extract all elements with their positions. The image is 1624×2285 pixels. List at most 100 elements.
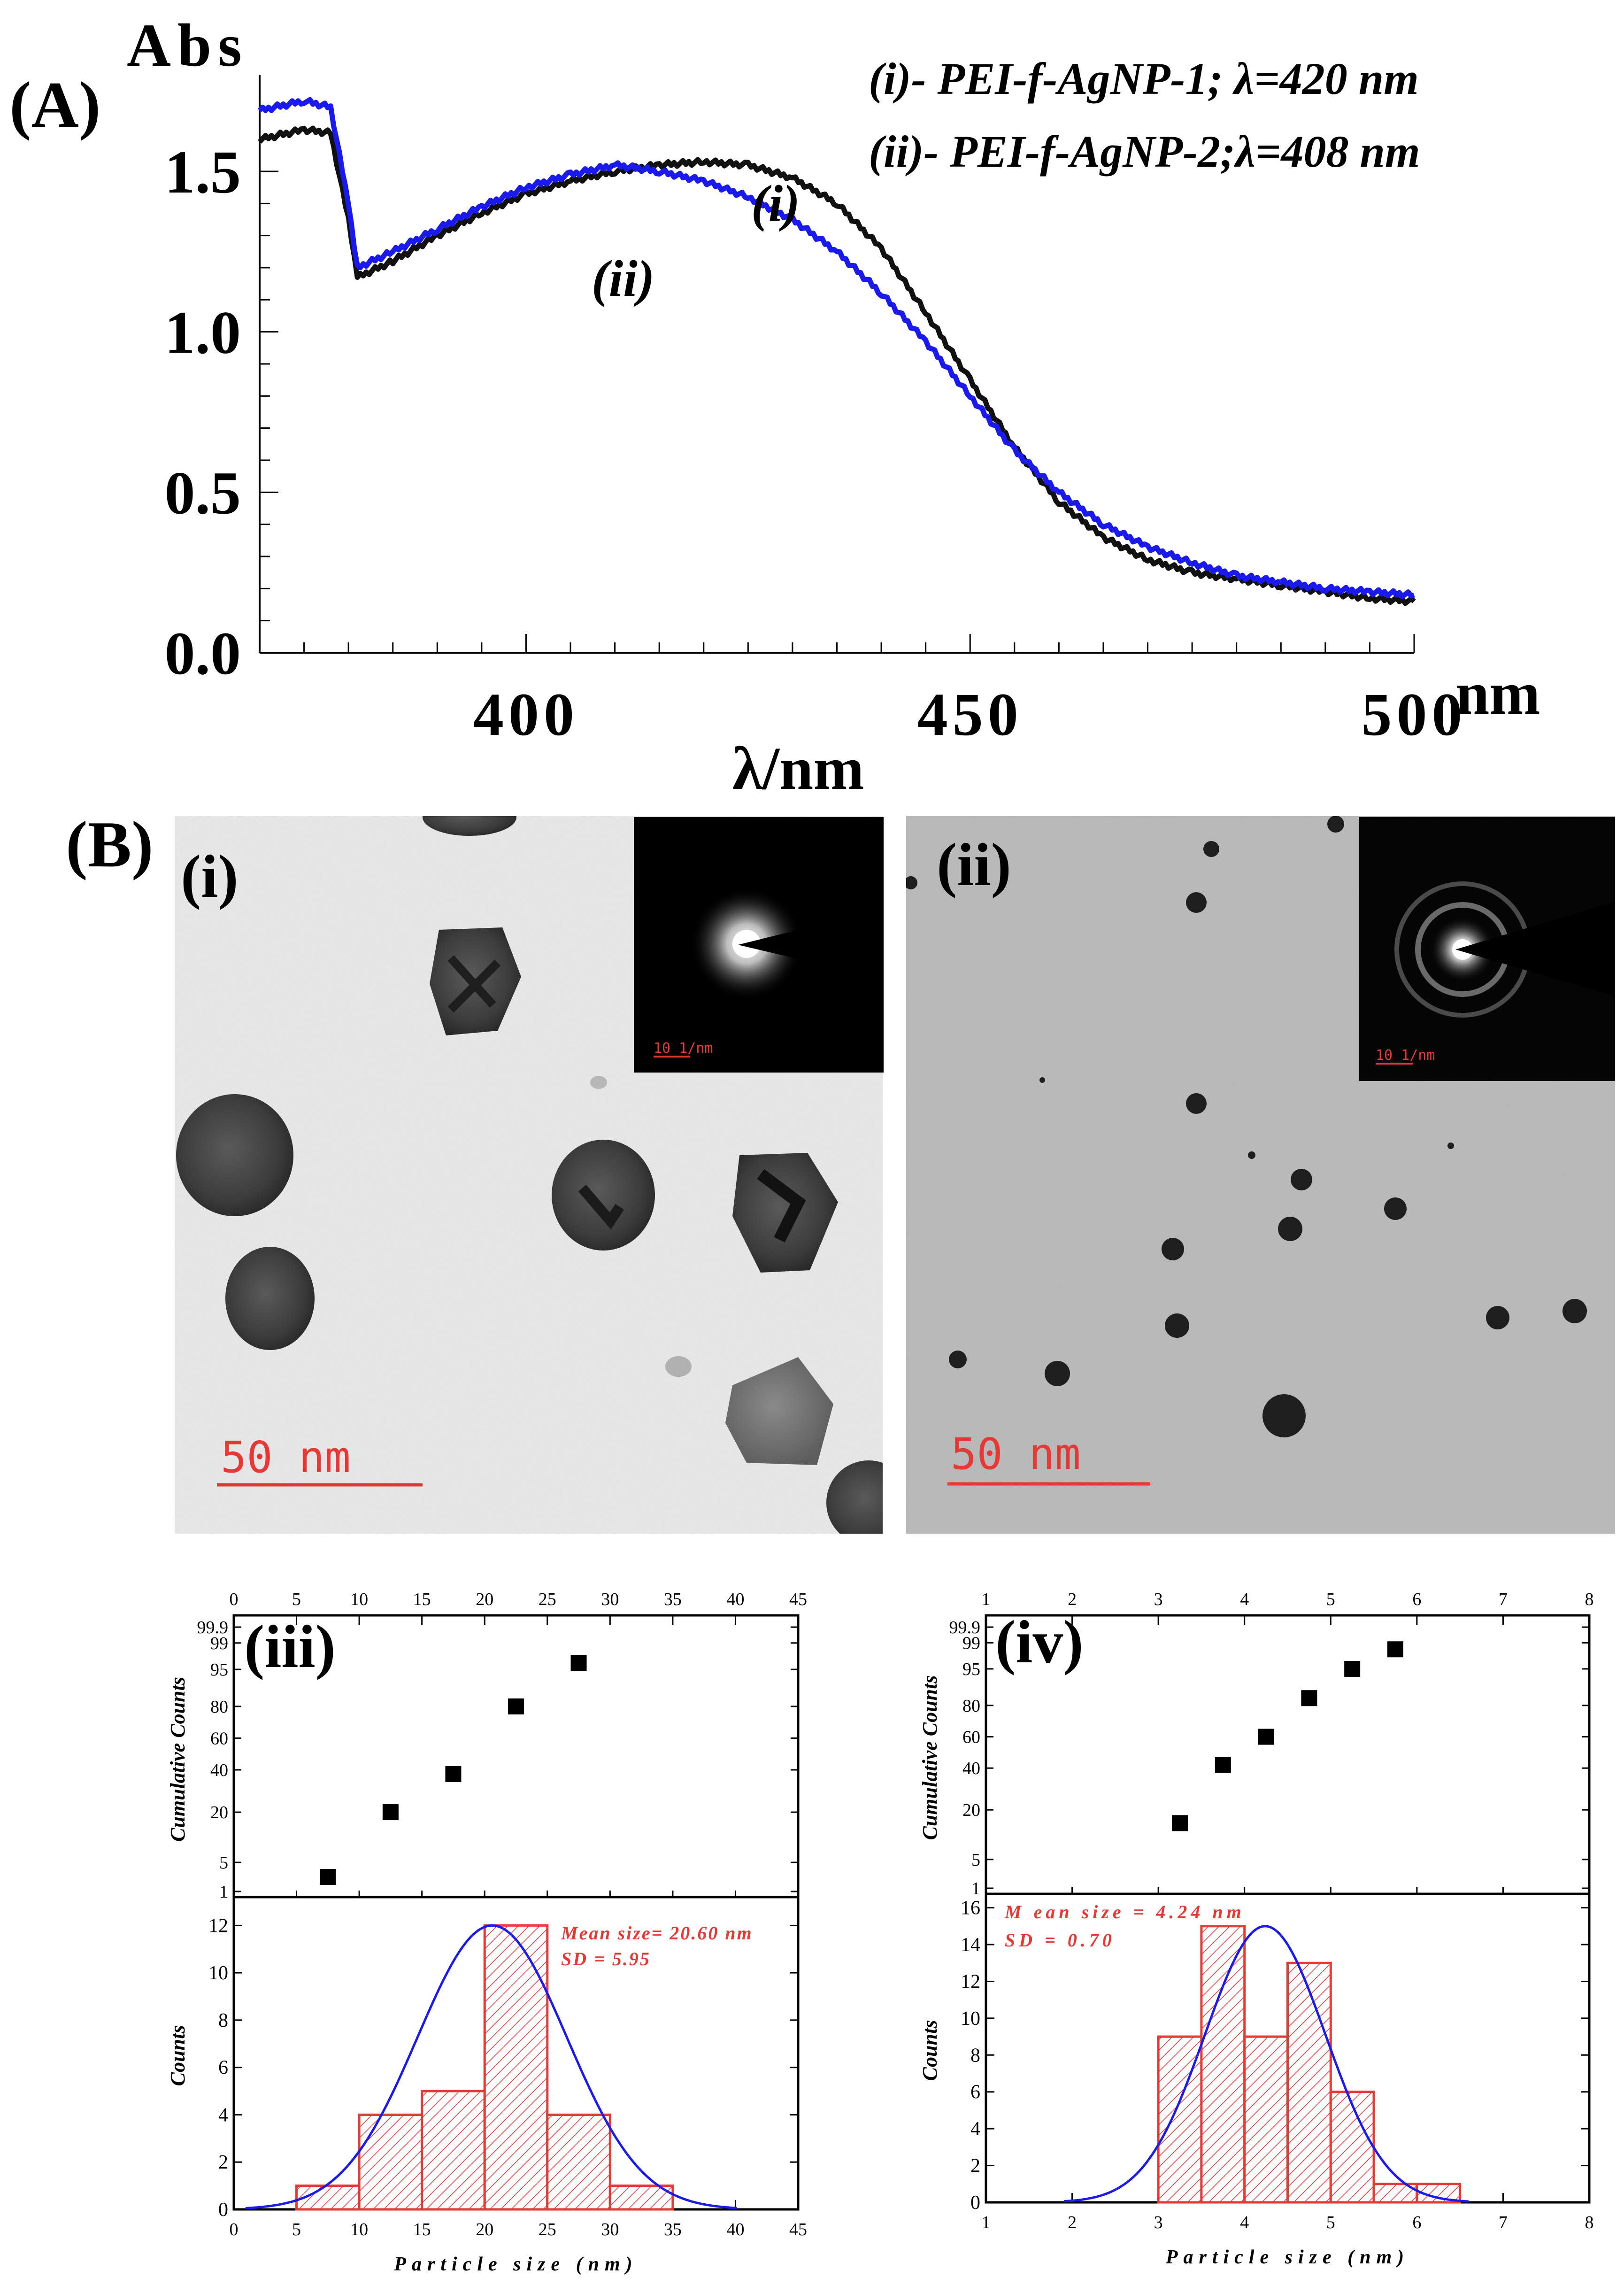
x-tick-label: 30 [601,1590,619,1609]
nanoparticle [1045,1361,1070,1386]
y-tick-label: 14 [961,1934,980,1956]
y-tick-label: 60 [962,1728,980,1747]
series-line-2 [257,97,1415,600]
nanoparticle [1291,1169,1312,1190]
x-tick-label: 1 [982,2213,991,2232]
y-tick-label: 4 [218,2104,228,2126]
x-tick-label: 15 [413,1590,431,1609]
y-tick-label: 99 [962,1633,980,1653]
saed-inset-ii: 10 1/nm [1359,817,1615,1081]
cumulative-point [508,1698,524,1714]
x-tick-label: 35 [664,1590,682,1609]
panel-label-ii: (ii) [937,831,1011,899]
uv-vis-chart: (A) Abs (i)- PEI-f-AgNP-1; λ=420 nm (ii)… [9,12,1540,803]
panel-label-i: (i) [181,843,239,911]
size-distribution-iii: (iii) 0055101015152020252530303535404045… [166,1590,807,2275]
nanoparticle [552,1140,655,1251]
cumulative-point [1215,1757,1231,1773]
y-tick-label: 5 [219,1853,228,1873]
y-axis-label: Cumulative Counts [918,1675,941,1840]
nanoparticle [949,1351,967,1368]
y-tick-label: 60 [210,1729,228,1748]
panel-label-a: (A) [9,69,100,141]
x-tick-label: 0 [230,2220,239,2239]
y-tick-label: 80 [210,1697,228,1717]
x-tick-label: 450 [917,681,1023,749]
x-tick-label: 35 [664,2220,682,2239]
cumulative-point [445,1766,462,1783]
y-tick-label: 4 [970,2118,980,2140]
x-axis-label: Particle size (nm) [1165,2246,1409,2268]
x-tick-label: 2 [1068,2213,1077,2232]
fit-annotation-mean: M ean size = 4.24 nm [1004,1901,1245,1922]
histogram-bar [358,2113,423,2211]
panel-label-iii: (iii) [244,1613,336,1681]
scale-bar-label: 50 nm [221,1432,351,1482]
x-tick-label: 40 [726,2220,744,2239]
y-tick-label: 20 [210,1803,228,1822]
uv-series [257,97,1416,606]
x-tick-label: 3 [1154,2213,1163,2232]
x-tick-label: 40 [726,1590,744,1609]
panel-label-b: (B) [66,808,154,881]
y-tick-label: 95 [962,1660,980,1679]
nanoparticle [1186,1093,1207,1114]
x-axis-label: λ/nm [732,735,864,803]
cumulative-point [1258,1729,1274,1745]
x-tick-label: 25 [539,2220,556,2239]
legend-entry-i: (i)- PEI-f-AgNP-1; λ=420 nm [869,54,1419,104]
nanoparticle [1162,1238,1184,1260]
x-tick-label: 20 [476,2220,493,2239]
nanoparticle [1486,1306,1509,1329]
x-tick-label: 10 [350,2220,368,2239]
x-tick-label: 8 [1585,2213,1594,2232]
y-tick-label: 0 [970,2192,980,2214]
y-tick-label: 2 [970,2155,980,2177]
y-tick-label: 40 [962,1759,980,1778]
x-tick-label: 4 [1240,2213,1249,2232]
x-tick-label: 6 [1412,2213,1421,2232]
x-tick-label: 2 [1068,1590,1077,1609]
legend-entry-ii: (ii)- PEI-f-AgNP-2;λ=408 nm [869,126,1420,177]
histogram-bar [608,2185,674,2211]
nanoparticle [1278,1217,1302,1241]
nanoparticle [1203,841,1219,857]
series-line-1 [257,125,1416,606]
gaussian-fit-line [1063,1925,1469,2203]
y-tick-label: 95 [210,1660,228,1680]
y-tick-label: 0 [218,2199,228,2221]
y-axis-label: Counts [166,2025,189,2086]
y-tick-label: 1.5 [165,139,241,206]
y-tick-label: 12 [208,1915,228,1937]
x-tick-label: 500 [1362,681,1467,749]
x-tick-label: 7 [1499,1590,1508,1609]
histogram-bar [1286,1961,1332,2204]
y-tick-label: 10 [961,2008,980,2030]
curve-label-i: (i) [751,175,800,232]
y-tick-label: 1 [971,1879,980,1899]
nanoparticle [906,876,917,889]
y-axis-label: Abs [127,12,248,79]
histogram-bar [1372,2183,1418,2204]
x-tick-label: 5 [292,2220,301,2239]
x-tick-label: 400 [473,681,579,749]
x-tick-label: 0 [230,1590,239,1609]
uv-axes: 400 450 500 0.0 0.5 1.0 1.5 [165,75,1467,749]
y-tick-label: 6 [970,2082,980,2103]
y-tick-label: 12 [961,1971,980,1992]
x-axis-label: Particle size (nm) [393,2254,638,2275]
y-tick-label: 0.0 [165,620,241,687]
histogram-bar [1329,2091,1375,2204]
y-tick-label: 2 [218,2152,228,2173]
x-tick-label: 7 [1499,2213,1508,2232]
y-tick-label: 16 [961,1898,980,1919]
x-tick-label: 45 [789,1590,807,1609]
nanoparticle [1384,1197,1407,1220]
x-unit-label: nm [1455,660,1540,727]
histogram-bar [421,2090,486,2211]
scale-bar-label: 50 nm [951,1429,1081,1479]
y-tick-label: 80 [962,1696,980,1716]
cumulative-point [570,1655,587,1671]
